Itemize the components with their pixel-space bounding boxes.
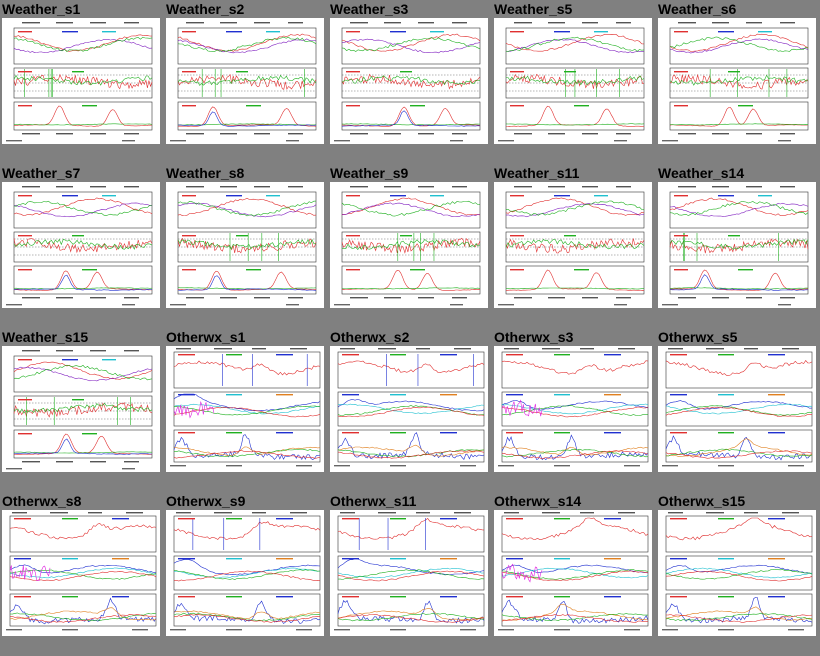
thumbnail-label[interactable]: Weather_s6 xyxy=(658,1,737,17)
thumbnail-cell-weather-s7[interactable]: Weather_s7 xyxy=(0,164,164,328)
timeseries-plot-thumbnail xyxy=(498,348,649,467)
thumbnail-image[interactable] xyxy=(166,182,324,308)
thumbnail-cell-weather-s6[interactable]: Weather_s6 xyxy=(656,0,820,164)
thumbnail-label[interactable]: Weather_s2 xyxy=(166,1,245,17)
timeseries-plot-thumbnail xyxy=(334,348,485,467)
thumbnail-label[interactable]: Otherwx_s5 xyxy=(658,329,738,345)
timeseries-plot-thumbnail xyxy=(662,22,809,142)
thumbnail-image[interactable] xyxy=(494,346,652,472)
thumbnail-cell-weather-s11[interactable]: Weather_s11 xyxy=(492,164,656,328)
thumbnail-cell-otherwx-s5[interactable]: Otherwx_s5 xyxy=(656,328,820,492)
timeseries-plot-thumbnail xyxy=(498,22,645,142)
timeseries-plot-thumbnail xyxy=(170,186,317,306)
thumbnail-label[interactable]: Otherwx_s1 xyxy=(166,329,246,345)
thumbnail-image[interactable] xyxy=(330,18,488,144)
thumbnail-cell-weather-s1[interactable]: Weather_s1 xyxy=(0,0,164,164)
thumbnail-cell-otherwx-s8[interactable]: Otherwx_s8 xyxy=(0,492,164,656)
thumbnail-image[interactable] xyxy=(658,510,816,636)
thumbnail-image[interactable] xyxy=(2,510,160,636)
timeseries-plot-thumbnail xyxy=(6,22,153,142)
thumbnail-image[interactable] xyxy=(330,510,488,636)
thumbnail-cell-otherwx-s11[interactable]: Otherwx_s11 xyxy=(328,492,492,656)
timeseries-plot-thumbnail xyxy=(498,186,645,306)
timeseries-plot-thumbnail xyxy=(334,22,481,142)
thumbnail-cell-otherwx-s14[interactable]: Otherwx_s14 xyxy=(492,492,656,656)
thumbnail-image[interactable] xyxy=(330,182,488,308)
timeseries-plot-thumbnail xyxy=(662,348,813,467)
thumbnail-cell-weather-s15[interactable]: Weather_s15 xyxy=(0,328,164,492)
timeseries-plot-thumbnail xyxy=(498,512,649,631)
thumbnail-image[interactable] xyxy=(658,346,816,472)
thumbnail-cell-weather-s8[interactable]: Weather_s8 xyxy=(164,164,328,328)
thumbnail-label[interactable]: Otherwx_s9 xyxy=(166,493,246,509)
thumbnail-cell-otherwx-s3[interactable]: Otherwx_s3 xyxy=(492,328,656,492)
thumbnail-label[interactable]: Weather_s14 xyxy=(658,165,745,181)
thumbnail-label[interactable]: Weather_s3 xyxy=(330,1,409,17)
thumbnail-image[interactable] xyxy=(658,18,816,144)
thumbnail-image[interactable] xyxy=(2,346,160,472)
thumbnail-cell-weather-s5[interactable]: Weather_s5 xyxy=(492,0,656,164)
thumbnail-label[interactable]: Weather_s15 xyxy=(2,329,89,345)
thumbnail-image[interactable] xyxy=(494,18,652,144)
thumbnail-label[interactable]: Otherwx_s15 xyxy=(658,493,746,509)
thumbnail-label[interactable]: Weather_s8 xyxy=(166,165,245,181)
timeseries-plot-thumbnail xyxy=(6,186,153,306)
thumbnail-label[interactable]: Weather_s1 xyxy=(2,1,81,17)
thumbnail-cell-otherwx-s15[interactable]: Otherwx_s15 xyxy=(656,492,820,656)
thumbnail-image[interactable] xyxy=(166,510,324,636)
timeseries-plot-thumbnail xyxy=(170,348,321,467)
thumbnail-cell-weather-s2[interactable]: Weather_s2 xyxy=(164,0,328,164)
thumbnail-label[interactable]: Weather_s5 xyxy=(494,1,573,17)
thumbnail-image[interactable] xyxy=(2,182,160,308)
thumbnail-image[interactable] xyxy=(658,182,816,308)
thumbnail-label[interactable]: Otherwx_s11 xyxy=(330,493,417,509)
timeseries-plot-thumbnail xyxy=(170,22,317,142)
timeseries-plot-thumbnail xyxy=(662,186,809,306)
timeseries-plot-thumbnail xyxy=(334,186,481,306)
timeseries-plot-thumbnail xyxy=(6,512,157,631)
thumbnail-image[interactable] xyxy=(166,346,324,472)
thumbnail-label[interactable]: Otherwx_s3 xyxy=(494,329,574,345)
thumbnail-cell-otherwx-s1[interactable]: Otherwx_s1 xyxy=(164,328,328,492)
thumbnail-cell-weather-s3[interactable]: Weather_s3 xyxy=(328,0,492,164)
thumbnail-cell-otherwx-s9[interactable]: Otherwx_s9 xyxy=(164,492,328,656)
timeseries-plot-thumbnail xyxy=(170,512,321,631)
thumbnail-cell-weather-s14[interactable]: Weather_s14 xyxy=(656,164,820,328)
thumbnail-image[interactable] xyxy=(166,18,324,144)
thumbnail-label[interactable]: Weather_s7 xyxy=(2,165,81,181)
thumbnail-label[interactable]: Otherwx_s14 xyxy=(494,493,582,509)
timeseries-plot-thumbnail xyxy=(334,512,485,631)
thumbnail-cell-weather-s9[interactable]: Weather_s9 xyxy=(328,164,492,328)
timeseries-plot-thumbnail xyxy=(6,350,153,470)
thumbnail-cell-otherwx-s2[interactable]: Otherwx_s2 xyxy=(328,328,492,492)
thumbnail-image[interactable] xyxy=(2,18,160,144)
thumbnail-image[interactable] xyxy=(330,346,488,472)
thumbnail-label[interactable]: Otherwx_s2 xyxy=(330,329,410,345)
thumbnail-label[interactable]: Otherwx_s8 xyxy=(2,493,82,509)
thumbnail-image[interactable] xyxy=(494,182,652,308)
timeseries-plot-thumbnail xyxy=(662,512,813,631)
thumbnail-label[interactable]: Weather_s11 xyxy=(494,165,580,181)
thumbnail-label[interactable]: Weather_s9 xyxy=(330,165,409,181)
thumbnail-image[interactable] xyxy=(494,510,652,636)
